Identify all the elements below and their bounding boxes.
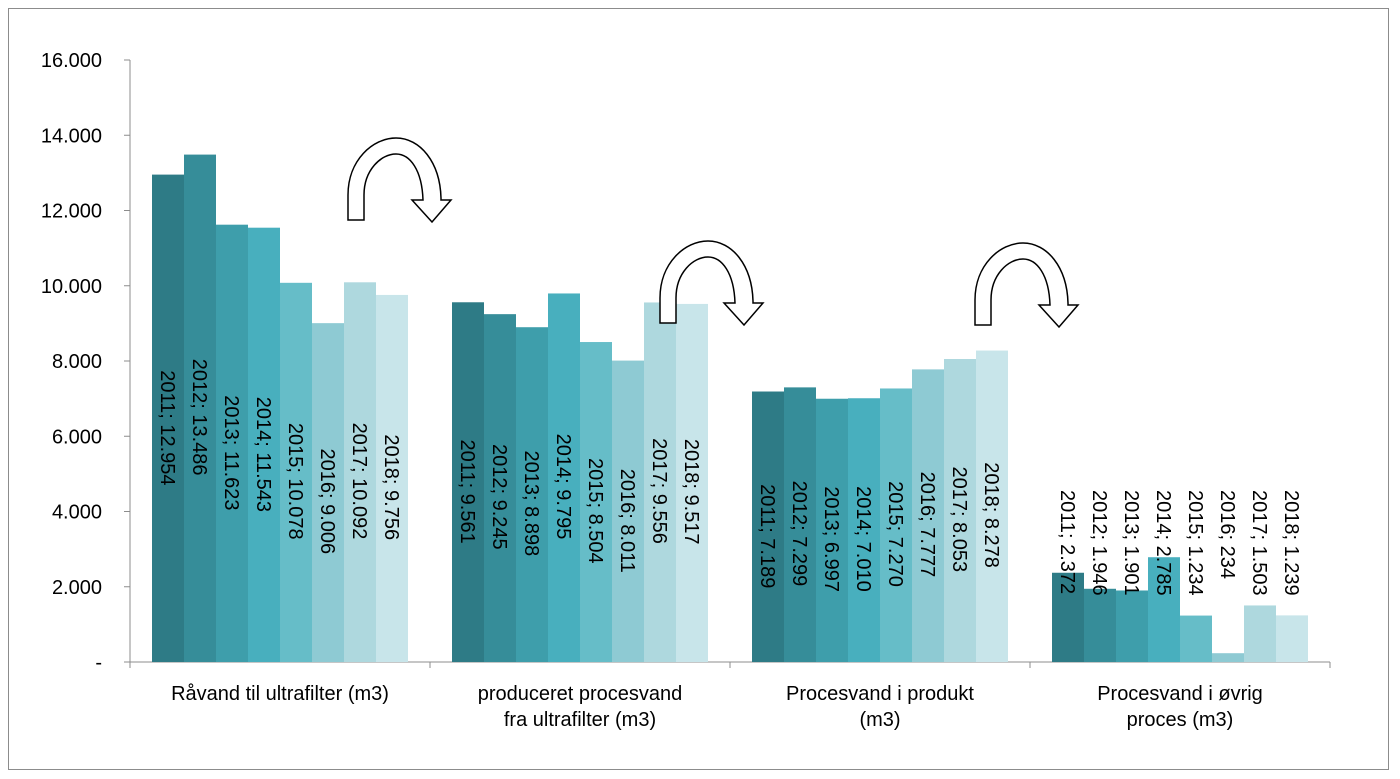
y-tick-label: 2.000 bbox=[52, 577, 102, 599]
bar-2018 bbox=[1276, 615, 1308, 662]
bar-2016 bbox=[1212, 653, 1244, 662]
bar-2012 bbox=[1084, 588, 1116, 662]
bar-2012 bbox=[784, 387, 816, 662]
bar-2014 bbox=[548, 293, 580, 662]
y-tick-label: - bbox=[95, 652, 102, 674]
data-label: 2015; 10.078 bbox=[284, 423, 306, 540]
y-tick-label: 12.000 bbox=[41, 201, 102, 223]
bar-2013 bbox=[816, 398, 848, 662]
data-label: 2016; 9.006 bbox=[316, 449, 338, 555]
bar-2013 bbox=[516, 327, 548, 662]
bar-2011 bbox=[752, 391, 784, 662]
bar-2018 bbox=[976, 350, 1008, 662]
bar-2016 bbox=[912, 369, 944, 662]
y-tick-label: 4.000 bbox=[52, 502, 102, 524]
data-label: 2017; 1.503 bbox=[1248, 490, 1270, 596]
bar-2017 bbox=[644, 302, 676, 662]
category-label: proces (m3) bbox=[1127, 709, 1234, 731]
bar-2014 bbox=[248, 227, 280, 662]
curved-arrow-icon bbox=[659, 240, 765, 327]
data-label: 2015; 7.270 bbox=[884, 481, 906, 587]
data-label: 2012; 13.486 bbox=[188, 359, 210, 476]
y-tick-label: 10.000 bbox=[41, 276, 102, 298]
category-label: Procesvand i produkt bbox=[786, 683, 974, 705]
data-label: 2018; 1.239 bbox=[1280, 490, 1302, 596]
data-label: 2018; 9.517 bbox=[680, 439, 702, 545]
data-label: 2016; 7.777 bbox=[916, 472, 938, 578]
data-label: 2014; 9.795 bbox=[552, 434, 574, 540]
curved-arrow-shape bbox=[974, 242, 1080, 329]
y-tick-label: 8.000 bbox=[52, 351, 102, 373]
data-label: 2017; 9.556 bbox=[648, 438, 670, 544]
data-label: 2017; 10.092 bbox=[348, 423, 370, 540]
data-label: 2012; 7.299 bbox=[788, 481, 810, 587]
data-label: 2016; 234 bbox=[1216, 490, 1238, 579]
bar-2014 bbox=[1148, 557, 1180, 662]
data-label: 2018; 9.756 bbox=[380, 434, 402, 540]
data-label: 2016; 8.011 bbox=[616, 469, 638, 573]
bar-2017 bbox=[1244, 605, 1276, 662]
data-label: 2015; 1.234 bbox=[1184, 490, 1206, 596]
bar-2015 bbox=[880, 388, 912, 662]
bar-2018 bbox=[376, 294, 408, 662]
bar-2011 bbox=[1052, 572, 1084, 662]
category-label: fra ultrafilter (m3) bbox=[504, 709, 656, 731]
data-label: 2013; 11.623 bbox=[220, 395, 242, 510]
bar-2015 bbox=[280, 282, 312, 662]
y-tick-label: 6.000 bbox=[52, 426, 102, 448]
bar-2012 bbox=[184, 154, 216, 663]
curved-arrow-icon bbox=[974, 242, 1080, 329]
curved-arrow-shape bbox=[347, 137, 453, 224]
bar-2015 bbox=[1180, 615, 1212, 662]
data-label: 2014; 11.543 bbox=[252, 397, 274, 512]
bar-2017 bbox=[944, 359, 976, 662]
bar-2012 bbox=[484, 314, 516, 662]
data-label: 2014; 7.010 bbox=[852, 486, 874, 592]
bar-2016 bbox=[612, 360, 644, 662]
category-label: Råvand til ultrafilter (m3) bbox=[171, 683, 389, 705]
data-label: 2012; 1.946 bbox=[1088, 490, 1110, 596]
bar-2011 bbox=[452, 302, 484, 662]
curved-arrow-shape bbox=[659, 240, 765, 327]
data-label: 2015; 8.504 bbox=[584, 458, 606, 564]
bar-2018 bbox=[676, 303, 708, 662]
data-label: 2011; 9.561 bbox=[456, 440, 478, 544]
data-label: 2014; 2.785 bbox=[1152, 490, 1174, 596]
data-label: 2018; 8.278 bbox=[980, 462, 1002, 568]
data-label: 2017; 8.053 bbox=[948, 466, 970, 572]
data-label: 2011; 7.189 bbox=[756, 484, 778, 588]
bar-2013 bbox=[216, 224, 248, 662]
curved-arrow-icon bbox=[347, 137, 453, 224]
category-label: Procesvand i øvrig bbox=[1097, 683, 1263, 705]
data-label: 2013; 8.898 bbox=[520, 451, 542, 557]
data-label: 2012; 9.245 bbox=[488, 444, 510, 550]
bar-2014 bbox=[848, 398, 880, 662]
data-label: 2013; 6.997 bbox=[820, 486, 842, 592]
category-label: produceret procesvand bbox=[478, 683, 683, 705]
bar-2017 bbox=[344, 282, 376, 662]
y-tick-label: 16.000 bbox=[41, 50, 102, 72]
data-label: 2013; 1.901 bbox=[1120, 490, 1142, 596]
category-label: (m3) bbox=[859, 709, 900, 731]
y-tick-label: 14.000 bbox=[41, 125, 102, 147]
bar-2015 bbox=[580, 342, 612, 662]
data-label: 2011; 12.954 bbox=[156, 370, 178, 485]
bar-2016 bbox=[312, 323, 344, 662]
data-label: 2011; 2.372 bbox=[1056, 490, 1078, 594]
bar-2011 bbox=[152, 174, 184, 662]
bar-2013 bbox=[1116, 590, 1148, 662]
